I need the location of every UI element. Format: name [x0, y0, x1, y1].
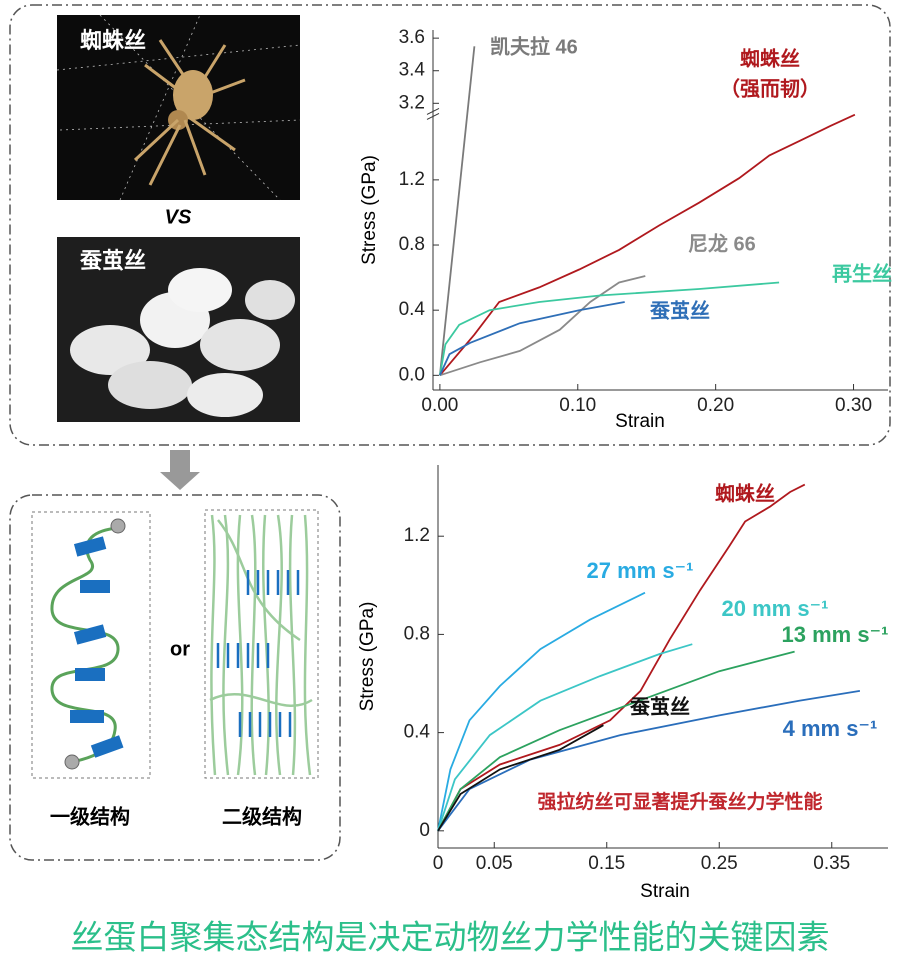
x-tick-label: 0.05	[476, 853, 513, 874]
y-tick-label: 0.0	[399, 364, 425, 385]
x-axis-label: Strain	[615, 411, 665, 432]
photo-label: 蜘蛛丝	[80, 28, 146, 53]
bottom-left-panel	[9, 494, 341, 861]
x-tick-label: 0.25	[701, 853, 738, 874]
series-line	[437, 724, 604, 832]
y-tick-label: 0.8	[404, 623, 430, 644]
series-line	[437, 643, 693, 832]
x-tick-label: 0.00	[421, 395, 458, 416]
series-label: 13 mm s⁻¹	[782, 622, 889, 647]
or-label: or	[170, 638, 190, 660]
structure-label: 二级结构	[222, 804, 302, 828]
series-line	[437, 591, 646, 831]
series-line	[439, 281, 780, 376]
y-tick-label: 0.8	[399, 234, 425, 255]
series-label: 蜘蛛丝	[715, 481, 775, 505]
series-label: 蜘蛛丝	[740, 46, 800, 70]
y-tick-label: 3.2	[399, 92, 425, 113]
x-tick-label: 0.35	[813, 853, 850, 874]
y-tick-label: 1.2	[399, 169, 425, 190]
x-tick-label: 0.20	[697, 395, 734, 416]
y-tick-label: 3.6	[399, 27, 425, 48]
series-label: 凯夫拉 46	[490, 34, 578, 58]
x-axis-label: Strain	[640, 881, 690, 902]
x-tick-label: 0	[433, 853, 444, 874]
series-label: 27 mm s⁻¹	[587, 558, 694, 583]
series-line	[439, 275, 646, 377]
y-axis-label: Stress (GPa)	[357, 602, 378, 712]
series-label: 蚕茧丝	[649, 298, 710, 322]
structure-label: 一级结构	[50, 804, 130, 828]
series-line	[437, 650, 795, 832]
series-line	[439, 301, 625, 376]
top-panel	[9, 4, 891, 446]
y-axis-label: Stress (GPa)	[359, 155, 380, 265]
series-label: 尼龙 66	[688, 231, 756, 255]
footer-title: 丝蛋白聚集态结构是决定动物丝力学性能的关键因素	[71, 919, 830, 956]
series-label: 20 mm s⁻¹	[722, 596, 829, 621]
spider-photo: 蜘蛛丝	[56, 14, 301, 201]
y-tick-label: 0.4	[399, 299, 426, 320]
cocoon-photo: 蚕茧丝	[57, 237, 300, 422]
down-arrow	[160, 450, 200, 490]
series-line	[439, 113, 856, 376]
series-line	[439, 46, 476, 376]
annotation: 强拉纺丝可显著提升蚕丝力学性能	[537, 790, 822, 813]
axis-break	[426, 108, 440, 120]
y-tick-label: 3.4	[399, 60, 426, 81]
y-tick-label: 0	[419, 820, 430, 841]
series-label: 4 mm s⁻¹	[783, 716, 878, 741]
secondary-structure-diagram	[204, 509, 319, 779]
x-tick-label: 0.30	[835, 395, 872, 416]
series-line	[437, 483, 806, 832]
series-note: （强而韧）	[720, 77, 820, 100]
series-label: 再生丝	[832, 261, 892, 285]
y-tick-label: 1.2	[404, 525, 430, 546]
versus-label: VS	[165, 206, 192, 228]
series-label: 蚕茧丝	[629, 694, 690, 718]
x-tick-label: 0.10	[559, 395, 596, 416]
photo-label: 蚕茧丝	[79, 248, 146, 273]
x-tick-label: 0.15	[588, 853, 625, 874]
primary-structure-diagram	[31, 511, 151, 779]
y-tick-label: 0.4	[404, 722, 431, 743]
